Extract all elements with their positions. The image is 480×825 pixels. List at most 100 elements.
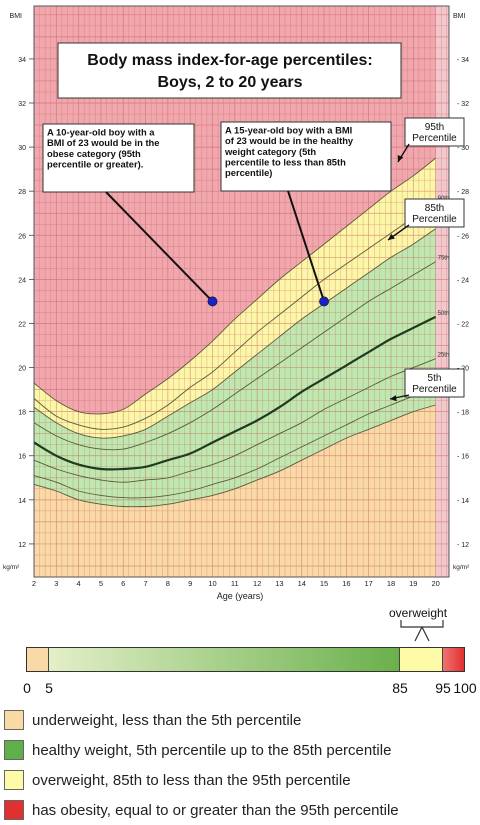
y-tick-right-26: - 26 (457, 233, 469, 240)
scale-tick-5: 5 (45, 680, 53, 696)
callout-5th-arrow-head (390, 395, 397, 402)
overweight-bracket (400, 620, 444, 642)
chart-title: Body mass index-for-age percentiles: (87, 52, 372, 69)
annotation-10yr-text: A 10-year-old boy with a BMI of 23 would … (47, 126, 160, 169)
data-point-15yr (319, 296, 329, 307)
annotation-15yr-line: percentile to less than 85th (225, 157, 346, 168)
unit-label-left: kg/m² (3, 564, 20, 571)
x-tick-20: 20 (431, 579, 439, 588)
leader-line-15yr (287, 190, 326, 302)
callout-95th-line2: Percentile (412, 133, 457, 144)
y-tick-left-26: 26 (18, 233, 26, 240)
legend-item-obese: has obesity, equal to or greater than th… (4, 795, 480, 825)
annotation-15yr-line: of 23 would be in the healthy (225, 135, 354, 146)
scale-tick-85: 85 (392, 680, 408, 696)
y-tick-left-24: 24 (18, 277, 26, 284)
annotation-15yr-text: A 15-year-old boy with a BMI of 23 would … (224, 124, 354, 178)
scale-overweight-segment (400, 648, 443, 671)
y-axis-label-left: BMI (10, 13, 23, 20)
y-tick-left-32: 32 (18, 101, 26, 108)
annotation-10yr-line: obese category (95th (47, 148, 141, 159)
right-margin-region (435, 6, 449, 577)
y-tick-left-14: 14 (18, 498, 26, 505)
callout-85th-line2: Percentile (412, 214, 457, 225)
y-tick-left-34: 34 (18, 57, 26, 64)
curve-75th (33, 261, 436, 451)
y-tick-right-22: - 22 (457, 321, 469, 328)
y-tick-right-28: - 28 (457, 189, 469, 196)
x-tick-5: 5 (99, 579, 103, 588)
legend-swatch-healthy (4, 740, 24, 760)
curve-90th (33, 201, 436, 430)
annotation-10yr: A 10-year-old boy with a BMI of 23 would … (42, 123, 195, 193)
x-tick-6: 6 (121, 579, 125, 588)
callout-5th-line2: Percentile (412, 384, 457, 395)
curve-10th (33, 389, 436, 499)
callout-5th-frame (404, 368, 465, 398)
curve-label-25th: 25th (438, 353, 450, 359)
callout-85th-arrow-head (388, 233, 395, 240)
legend-item-overweight: overweight, 85th to less than the 95th p… (4, 765, 480, 795)
scale-tick-100: 100 (453, 680, 477, 696)
legend-swatch-obese (4, 800, 24, 820)
x-tick-17: 17 (365, 579, 373, 588)
curve-95th (33, 157, 436, 415)
x-tick-10: 10 (208, 579, 216, 588)
x-tick-4: 4 (77, 579, 81, 588)
y-tick-left-16: 16 (18, 454, 26, 461)
x-tick-14: 14 (298, 579, 306, 588)
annotation-15yr-line: A 15-year-old boy with a BMI (225, 124, 352, 135)
callout-95th-line1: 95th (425, 122, 444, 133)
x-tick-7: 7 (143, 579, 147, 588)
callout-5th-line1: 5th (428, 373, 442, 384)
annotation-15yr-frame (220, 121, 392, 192)
percentile-scale-bar (26, 647, 465, 672)
curve-label-50th: 50th (438, 311, 450, 317)
callout-95th-frame (404, 117, 465, 147)
unit-label-right: kg/m² (453, 564, 470, 571)
callout-85th-line1: 85th (425, 203, 444, 214)
curve-label-75th: 75th (438, 256, 450, 262)
y-axis-label-right: BMI (453, 13, 466, 20)
x-tick-16: 16 (342, 579, 350, 588)
y-tick-right-14: - 14 (457, 498, 469, 505)
callout-85th-frame (404, 198, 465, 228)
curve-5th (33, 404, 436, 508)
legend: underweight, less than the 5th percentil… (4, 705, 480, 825)
x-axis-label: Age (years) (217, 591, 264, 601)
legend-label-obese: has obesity, equal to or greater than th… (32, 801, 399, 819)
y-tick-left-28: 28 (18, 189, 26, 196)
y-tick-right-24: - 24 (457, 277, 469, 284)
plot-frame (33, 5, 450, 578)
title-box-frame (57, 42, 402, 99)
scale-obese-segment (443, 648, 464, 671)
y-tick-right-18: - 18 (457, 410, 469, 417)
x-tick-11: 11 (231, 579, 239, 588)
x-tick-3: 3 (54, 579, 58, 588)
x-tick-15: 15 (320, 579, 328, 588)
x-tick-19: 19 (409, 579, 417, 588)
overweight-scale-label: overweight (389, 606, 448, 620)
annotation-15yr-line: percentile) (225, 167, 272, 178)
y-tick-right-12: - 12 (457, 542, 469, 549)
x-tick-9: 9 (188, 579, 192, 588)
scale-tick-0: 0 (23, 680, 31, 696)
chart-subtitle: Boys, 2 to 20 years (158, 74, 303, 91)
annotation-10yr-line: percentile or greater). (47, 159, 143, 170)
y-tick-right-34: - 34 (457, 57, 469, 64)
scale-underweight-segment (27, 648, 49, 671)
curve-50th (33, 315, 437, 471)
title-box: Body mass index-for-age percentiles: Boys… (57, 42, 402, 99)
annotation-10yr-line: A 10-year-old boy with a (47, 126, 155, 137)
annotation-15yr: A 15-year-old boy with a BMI of 23 would … (220, 121, 392, 192)
x-tick-8: 8 (166, 579, 170, 588)
legend-label-underweight: underweight, less than the 5th percentil… (32, 711, 302, 729)
scale-tick-95: 95 (435, 680, 451, 696)
y-tick-left-30: 30 (18, 145, 26, 152)
y-tick-right-16: - 16 (457, 454, 469, 461)
annotation-10yr-line: BMI of 23 would be in the (47, 137, 160, 148)
